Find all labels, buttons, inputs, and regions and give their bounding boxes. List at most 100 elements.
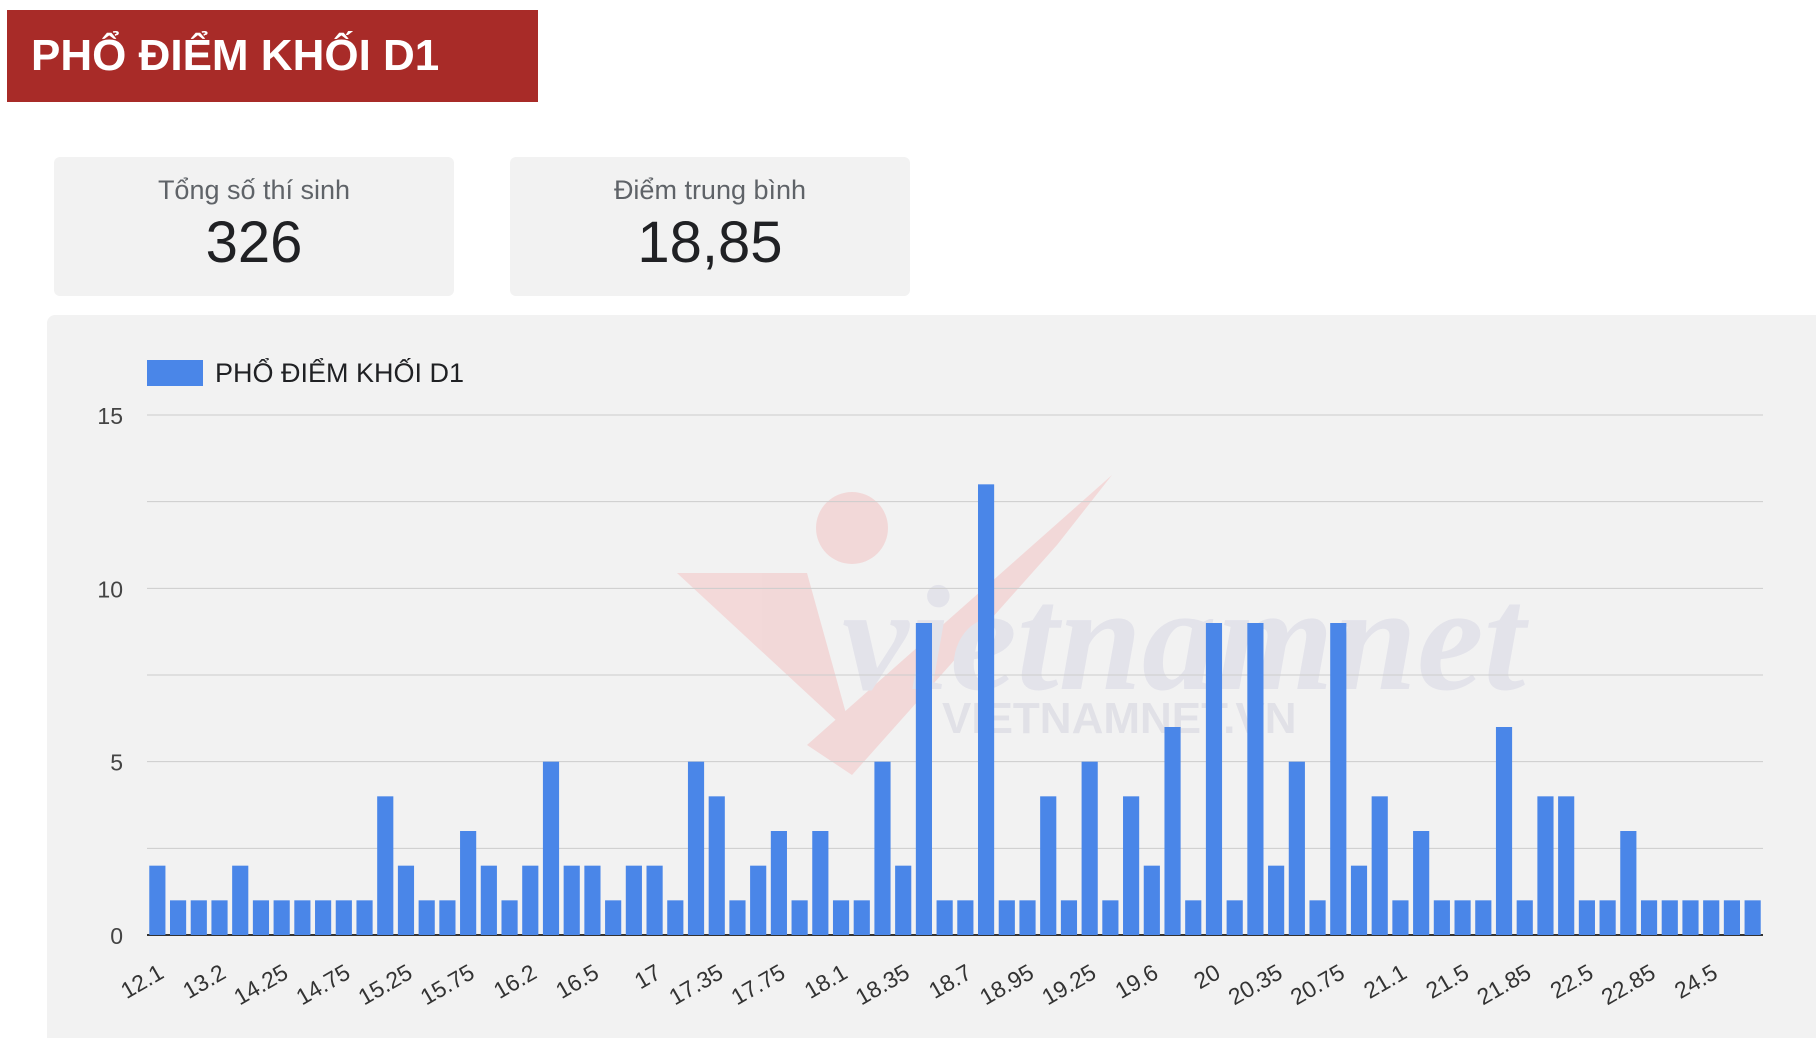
- bar: [169, 900, 187, 935]
- bar: [957, 900, 974, 935]
- x-tick-label: 16.5: [551, 959, 603, 1004]
- x-tick-label: 17.75: [727, 959, 790, 1010]
- x-tick-labels: 12.1 13.2 14.25 14.75 15.25 15.75 16.2 16.5 17 17…: [116, 959, 1722, 1010]
- average-score-value: 18,85: [637, 210, 783, 275]
- bar: [1392, 900, 1409, 935]
- bar: [1309, 900, 1326, 935]
- bar: [1703, 900, 1720, 935]
- y-tick-label: 10: [97, 576, 123, 602]
- bar: [1744, 900, 1761, 935]
- bar: [1475, 900, 1492, 935]
- bar: [874, 761, 891, 935]
- y-tick-label: 5: [110, 750, 123, 776]
- title-banner: PHỔ ĐIỂM KHỐI D1: [7, 10, 538, 102]
- x-tick-label: 15.75: [416, 959, 479, 1010]
- bar: [1185, 900, 1202, 935]
- y-tick-labels: 0 5 10 15: [97, 403, 123, 949]
- x-tick-label: 21.5: [1421, 959, 1473, 1004]
- bar: [460, 831, 477, 935]
- bar: [729, 900, 746, 935]
- bar: [584, 865, 601, 935]
- bar: [646, 865, 663, 935]
- bar: [687, 761, 705, 935]
- x-tick-label: 21.85: [1472, 959, 1535, 1010]
- bar: [315, 900, 332, 935]
- bar: [1537, 796, 1554, 935]
- watermark-site-text: VIETNAMNET.VN: [942, 694, 1296, 743]
- bar: [542, 761, 560, 935]
- bar: [791, 900, 808, 935]
- chart-panel: vietnamnet VIETNAMNET.VN 0 5 10 15 12.1 13.2…: [47, 315, 1816, 1038]
- x-tick-label: 13.2: [178, 959, 230, 1004]
- x-tick-label: 19.6: [1111, 959, 1163, 1004]
- x-tick-label: 14.25: [229, 959, 292, 1010]
- bar: [480, 865, 497, 935]
- bar: [501, 900, 518, 935]
- bar: [1516, 900, 1533, 935]
- bar: [1081, 761, 1098, 935]
- bar: [832, 900, 850, 935]
- x-tick-label: 17.35: [664, 959, 727, 1010]
- x-tick-label: 16.2: [489, 959, 541, 1004]
- bar: [977, 484, 995, 935]
- gridlines: [147, 414, 1763, 936]
- bar: [915, 623, 933, 935]
- x-tick-label: 19.25: [1037, 959, 1100, 1010]
- watermark-v-left: [677, 573, 852, 735]
- bar: [895, 865, 912, 935]
- watermark-v-right: [807, 475, 1112, 775]
- x-tick-label: 20.75: [1286, 959, 1349, 1010]
- average-score-label: Điểm trung bình: [613, 175, 807, 205]
- bar: [335, 900, 352, 935]
- x-tick-label: 22.85: [1597, 959, 1660, 1010]
- bar: [1102, 900, 1119, 935]
- x-tick-label: 20.35: [1224, 959, 1287, 1010]
- bar: [1454, 900, 1471, 935]
- bar: [1558, 796, 1575, 935]
- bar: [1164, 727, 1181, 935]
- bar: [1495, 727, 1513, 935]
- bar: [1247, 623, 1264, 935]
- bar: [190, 900, 207, 935]
- bar: [750, 865, 767, 935]
- x-tick-label: 12.1: [116, 959, 168, 1004]
- total-candidates-value: 326: [205, 210, 303, 275]
- y-tick-label: 15: [97, 403, 123, 429]
- bar: [667, 900, 684, 935]
- bar: [1143, 865, 1160, 935]
- bar: [522, 865, 539, 935]
- page-title: PHỔ ĐIỂM KHỐI D1: [31, 31, 440, 80]
- average-score-card: Điểm trung bình 18,85: [510, 157, 910, 296]
- x-tick-label: 15.25: [354, 959, 417, 1010]
- bar: [605, 900, 622, 935]
- x-tick-label: 18.1: [800, 959, 852, 1004]
- bar: [936, 900, 953, 935]
- legend-label: PHỔ ĐIỂM KHỐI D1: [215, 357, 465, 388]
- bar: [1019, 900, 1036, 935]
- x-tick-label: 17: [630, 959, 665, 994]
- bar: [1205, 623, 1223, 935]
- x-tick-label: 21.1: [1359, 959, 1411, 1004]
- x-tick-label: 18.35: [851, 959, 914, 1010]
- bar: [1661, 900, 1678, 935]
- bar: [625, 865, 642, 935]
- watermark-logo-text: vietnamnet: [842, 556, 1530, 722]
- x-tick-label: 22.5: [1546, 959, 1598, 1004]
- bar: [273, 900, 290, 935]
- bar: [1226, 900, 1243, 935]
- bar: [1268, 865, 1285, 935]
- bar: [1578, 900, 1595, 935]
- bar: [1371, 796, 1388, 935]
- bar: [439, 900, 456, 935]
- bar: [1060, 900, 1078, 935]
- x-tick-label: 14.75: [291, 959, 354, 1010]
- legend-swatch: [147, 360, 203, 386]
- legend: PHỔ ĐIỂM KHỐI D1: [147, 357, 464, 389]
- bar: [149, 865, 166, 935]
- bar: [563, 865, 580, 935]
- bar: [356, 900, 373, 935]
- bar: [1040, 796, 1057, 935]
- total-candidates-label: Tổng số thí sinh: [157, 175, 351, 205]
- bar: [418, 900, 435, 935]
- bar: [252, 900, 270, 935]
